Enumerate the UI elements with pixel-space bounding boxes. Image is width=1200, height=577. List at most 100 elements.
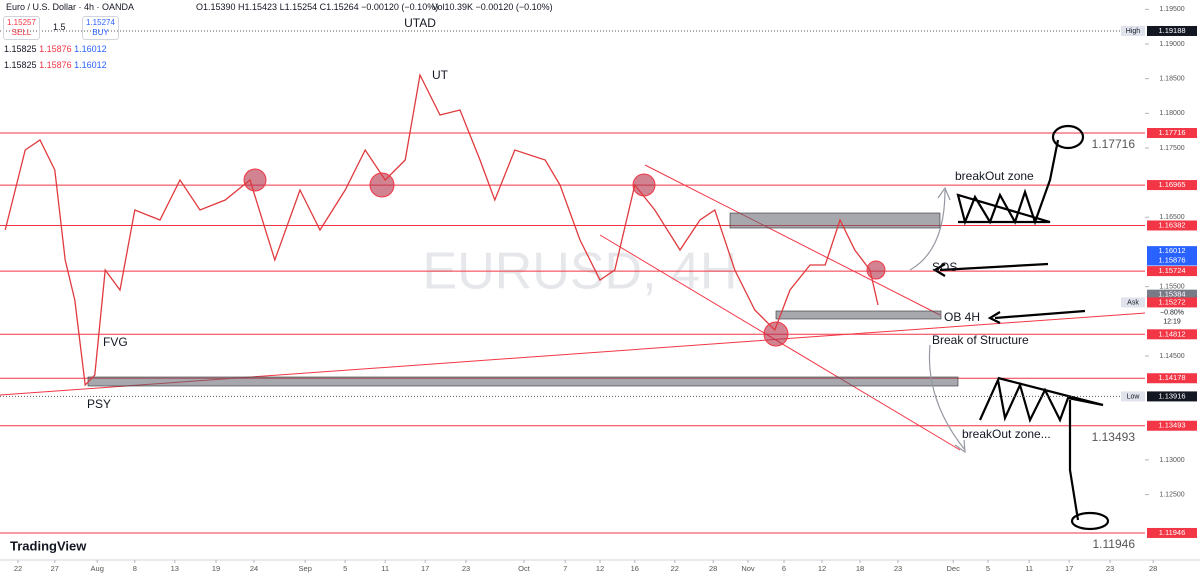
level-tag: [1147, 266, 1197, 277]
price-tag-label: 1.16012: [1158, 246, 1185, 255]
annotation: SOS: [932, 260, 957, 274]
watermark: EURUSD, 4H: [423, 243, 738, 301]
price-tag: [1147, 25, 1197, 36]
buy-label[interactable]: BUY: [92, 28, 109, 37]
sell-price[interactable]: 1.15257: [7, 18, 36, 27]
x-tick-label: 17: [421, 564, 429, 573]
ma-row: 1.15825 1.15876 1.16012: [4, 60, 107, 70]
price-tag: [1147, 289, 1197, 300]
zones: [87, 212, 959, 387]
level-tag-label: 1.14812: [1158, 329, 1185, 338]
x-tick-label: 22: [671, 564, 679, 573]
drawing: [1051, 124, 1085, 150]
level-tag: [1147, 128, 1197, 139]
hand-drawings: [932, 124, 1110, 531]
drawing: [1070, 511, 1110, 531]
x-tick-label: 22: [14, 564, 22, 573]
x-tick-label: 23: [462, 564, 470, 573]
zone: [775, 310, 942, 320]
y-tick-label: 1.19000: [1159, 41, 1184, 48]
x-tick-label: 28: [1149, 564, 1157, 573]
curve-arrow: [928, 344, 966, 454]
buy-price[interactable]: 1.15274: [86, 18, 115, 27]
annotation: PSY: [87, 397, 111, 411]
x-tick-label: 13: [171, 564, 179, 573]
x-tick-label: Dec: [947, 564, 961, 573]
x-tick-label: 28: [709, 564, 717, 573]
level-tag-label: 1.15724: [1158, 266, 1185, 275]
price-change: −0.80%: [1160, 309, 1184, 316]
level-callout: 1.11946: [1093, 537, 1136, 551]
level-tag-label: 1.16965: [1158, 180, 1185, 189]
x-tick-label: 8: [133, 564, 137, 573]
x-tick-label: 7: [563, 564, 567, 573]
annotation: breakOut zone...: [962, 427, 1051, 441]
price-tag: [1147, 391, 1197, 402]
price-tag-name: Low: [1127, 393, 1141, 400]
volume: Vol10.39K −0.00120 (−0.10%): [432, 2, 553, 12]
sell-label[interactable]: SELL: [11, 28, 32, 37]
level-tag: [1147, 180, 1197, 191]
y-tick-label: 1.19500: [1159, 6, 1184, 13]
price-axis-panel: [1145, 0, 1200, 560]
price-tag-name: Ask: [1127, 299, 1139, 306]
x-tick-label: 12: [596, 564, 604, 573]
price-tag-label: 1.15384: [1158, 290, 1185, 299]
level-callout: 1.13493: [1092, 430, 1136, 444]
marker-circle: [369, 172, 395, 198]
marker-circle: [632, 173, 656, 197]
x-tick-label: 5: [986, 564, 990, 573]
x-tick-label: 27: [51, 564, 59, 573]
price-tag-name-bg: [1121, 25, 1145, 36]
x-tick-label: 23: [1106, 564, 1114, 573]
drawing: [956, 139, 1060, 226]
price-tag-name-bg: [1121, 297, 1145, 308]
logo: TradingView: [10, 538, 87, 553]
level-tag: [1147, 220, 1197, 231]
symbol: Euro / U.S. Dollar · 4h · OANDA: [6, 2, 135, 12]
level-tag: [1147, 373, 1197, 384]
price-tag: [1147, 246, 1197, 257]
marker-circle: [243, 168, 267, 192]
marker-circle: [763, 321, 789, 347]
drawing: [987, 309, 1086, 324]
x-tick-label: Nov: [741, 564, 755, 573]
zone: [87, 376, 959, 387]
level-tag-label: 1.14178: [1158, 373, 1185, 382]
level-tag-label: 1.13493: [1158, 421, 1185, 430]
annotation: UT: [432, 68, 449, 82]
price-tag-label: 1.15876: [1158, 256, 1185, 265]
price-tag-label: 1.19188: [1158, 26, 1185, 35]
x-tick-label: 11: [381, 564, 389, 573]
level-callout: 1.17716: [1092, 137, 1136, 151]
x-tick-label: 23: [894, 564, 902, 573]
price-tag-name: High: [1126, 28, 1141, 35]
x-tick-label: 24: [250, 564, 258, 573]
annotation: OB 4H: [944, 310, 980, 324]
ma-value: 1.15876: [39, 60, 72, 70]
ma-value: 1.16012: [74, 60, 107, 70]
annotation: FVG: [103, 335, 128, 349]
y-tick-label: 1.16500: [1159, 214, 1184, 221]
buy-button[interactable]: 1.15274 BUY: [82, 16, 119, 40]
price-tag: [1147, 255, 1197, 266]
y-tick-label: 1.18000: [1159, 110, 1184, 117]
price-line: [4, 72, 879, 387]
price-tag: [1147, 297, 1197, 308]
x-tick-label: 17: [1065, 564, 1073, 573]
level-tag: [1147, 329, 1197, 340]
level-tag-label: 1.16382: [1158, 220, 1185, 229]
sell-button[interactable]: 1.15257 SELL: [3, 16, 40, 40]
level-tag: [1147, 527, 1197, 538]
ohlc: O1.15390 H1.15423 L1.15254 C1.15264 −0.0…: [196, 2, 439, 12]
drawing: [978, 376, 1104, 521]
level-tag-label: 1.17716: [1158, 128, 1185, 137]
ma-value: 1.15825: [4, 60, 37, 70]
ma-value: 1.15825: [4, 44, 37, 54]
ma-value: 1.16012: [74, 44, 107, 54]
zone: [729, 212, 941, 229]
ma-value: 1.15876: [39, 44, 72, 54]
x-tick-label: 18: [856, 564, 864, 573]
